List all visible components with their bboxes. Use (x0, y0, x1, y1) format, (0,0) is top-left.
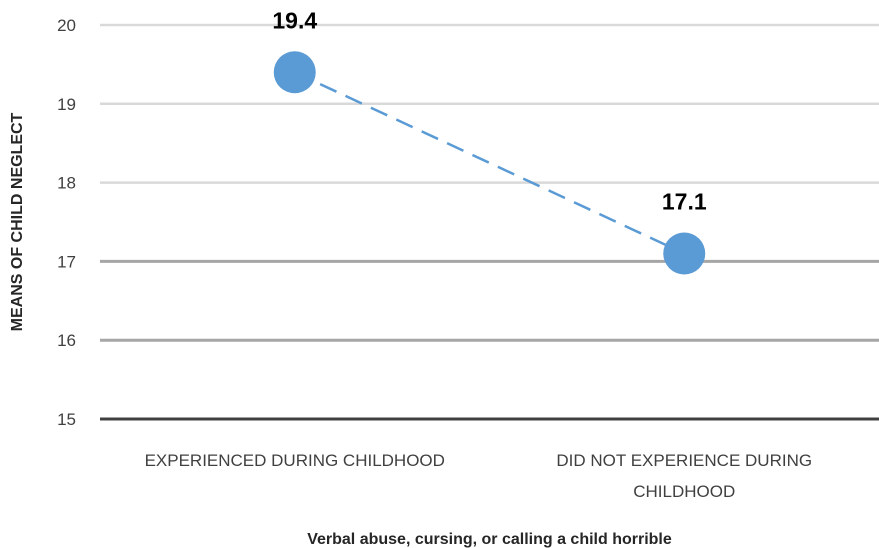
data-label: 19.4 (272, 7, 317, 33)
x-category-label: CHILDHOOD (633, 482, 735, 501)
x-axis-categories: EXPERIENCED DURING CHILDHOOD DID NOT EXPE… (145, 451, 813, 501)
y-axis-ticks: 15 16 17 18 19 20 (57, 16, 76, 429)
y-axis-label: MEANS OF CHILD NEGLECT (9, 112, 26, 331)
x-axis-label: Verbal abuse, cursing, or calling a chil… (307, 531, 672, 548)
y-tick-label: 20 (57, 16, 76, 35)
gridlines (100, 23, 879, 421)
series-layer: 19.4 17.1 (272, 7, 707, 275)
y-tick-label: 19 (57, 95, 76, 114)
series-line (294, 71, 685, 255)
x-category-label: EXPERIENCED DURING CHILDHOOD (145, 451, 445, 470)
data-point (273, 51, 316, 94)
y-tick-label: 18 (57, 174, 76, 193)
y-tick-label: 16 (57, 331, 76, 350)
data-label: 17.1 (662, 189, 707, 215)
y-tick-label: 17 (57, 252, 76, 271)
data-point (663, 232, 706, 275)
x-category-label: DID NOT EXPERIENCE DURING (556, 451, 812, 470)
y-tick-label: 15 (57, 410, 76, 429)
